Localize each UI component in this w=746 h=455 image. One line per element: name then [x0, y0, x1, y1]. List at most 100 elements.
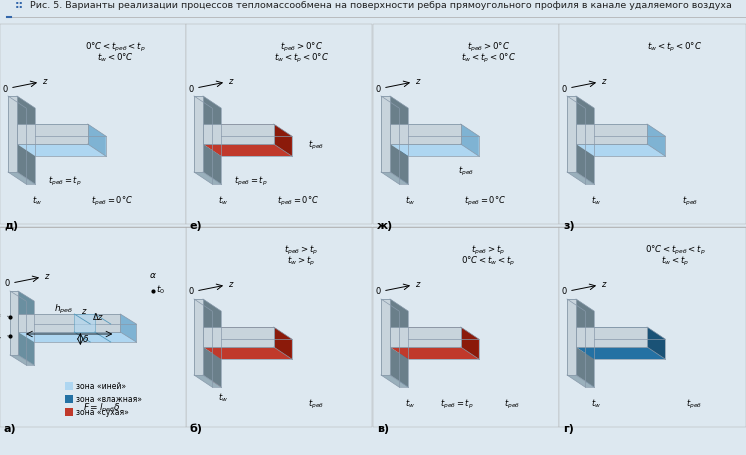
Polygon shape	[585, 109, 594, 185]
Polygon shape	[576, 327, 665, 339]
Text: $0°C < t_w < t_p$: $0°C < t_w < t_p$	[461, 254, 515, 267]
Text: $t_w < 0°C$: $t_w < 0°C$	[97, 51, 134, 64]
Polygon shape	[390, 125, 461, 145]
Bar	[65, 382, 73, 390]
Polygon shape	[26, 109, 35, 185]
Polygon shape	[203, 97, 221, 136]
Polygon shape	[390, 145, 408, 185]
Bar	[559, 25, 746, 224]
Polygon shape	[203, 125, 292, 136]
Polygon shape	[381, 97, 408, 109]
Polygon shape	[576, 125, 647, 145]
Text: α: α	[150, 271, 155, 280]
Text: 0: 0	[376, 287, 381, 296]
Polygon shape	[203, 327, 274, 347]
Text: z: z	[228, 280, 232, 289]
Polygon shape	[576, 145, 665, 157]
Bar	[65, 408, 73, 416]
Polygon shape	[390, 125, 479, 136]
Polygon shape	[567, 299, 594, 311]
Polygon shape	[203, 125, 274, 145]
Polygon shape	[120, 314, 137, 342]
Polygon shape	[390, 327, 461, 347]
Text: 0: 0	[189, 287, 194, 296]
Text: z: z	[601, 280, 605, 289]
Text: z: z	[228, 77, 232, 86]
Bar	[0, 228, 186, 427]
Polygon shape	[399, 109, 408, 185]
Text: 0: 0	[562, 287, 567, 296]
Text: 0: 0	[189, 84, 194, 93]
Text: $t_w$: $t_w$	[32, 194, 43, 207]
Polygon shape	[212, 311, 221, 387]
Text: $0°C < t_{реб} < t_p$: $0°C < t_{реб} < t_p$	[85, 40, 145, 53]
Text: ::: ::	[15, 0, 24, 10]
Bar	[186, 228, 372, 427]
Polygon shape	[390, 299, 408, 339]
Text: ж): ж)	[377, 221, 393, 231]
Polygon shape	[194, 299, 203, 375]
Polygon shape	[567, 375, 594, 387]
Text: $t_{реб} > 0°C$: $t_{реб} > 0°C$	[280, 40, 323, 53]
Polygon shape	[18, 291, 34, 324]
Polygon shape	[8, 172, 35, 185]
Polygon shape	[576, 125, 665, 136]
Polygon shape	[576, 97, 594, 136]
Polygon shape	[194, 299, 221, 311]
Text: δ: δ	[84, 335, 89, 344]
Polygon shape	[576, 327, 647, 347]
Text: зона «сухая»: зона «сухая»	[76, 408, 129, 417]
Polygon shape	[594, 339, 665, 359]
Text: $t_{реб}=t_p$: $t_{реб}=t_p$	[440, 397, 474, 410]
Text: а): а)	[4, 423, 16, 433]
Polygon shape	[18, 332, 137, 342]
Polygon shape	[576, 145, 594, 185]
Text: $t_w > t_p$: $t_w > t_p$	[287, 254, 316, 267]
Polygon shape	[576, 347, 594, 387]
Polygon shape	[34, 324, 137, 342]
Polygon shape	[647, 125, 665, 157]
Polygon shape	[390, 347, 479, 359]
Text: $t_0$: $t_0$	[156, 283, 166, 296]
Polygon shape	[18, 314, 120, 332]
Text: 0: 0	[376, 84, 381, 93]
Bar	[186, 25, 372, 224]
Polygon shape	[203, 347, 292, 359]
Bar	[373, 25, 559, 224]
Text: $z$: $z$	[81, 306, 88, 315]
Polygon shape	[647, 327, 665, 359]
Polygon shape	[17, 125, 106, 136]
Polygon shape	[17, 145, 106, 157]
Polygon shape	[381, 172, 408, 185]
Polygon shape	[8, 97, 17, 172]
Text: $t_{реб}=t_p$: $t_{реб}=t_p$	[48, 174, 82, 187]
Text: $h_{реб}$: $h_{реб}$	[54, 302, 74, 315]
Polygon shape	[408, 136, 479, 157]
Text: 0: 0	[562, 84, 567, 93]
Polygon shape	[88, 125, 106, 157]
Polygon shape	[399, 311, 408, 387]
Polygon shape	[10, 291, 34, 301]
Text: $t_w$: $t_w$	[592, 397, 601, 410]
Text: $t_{реб}$: $t_{реб}$	[504, 397, 521, 410]
Text: $t_{реб}=0°C$: $t_{реб}=0°C$	[463, 194, 506, 207]
Bar	[65, 395, 73, 403]
Polygon shape	[567, 97, 576, 172]
Text: 0: 0	[3, 84, 8, 93]
Text: $t_w < t_p$: $t_w < t_p$	[661, 254, 689, 267]
Polygon shape	[8, 97, 35, 109]
Text: $t_{реб}=0°C$: $t_{реб}=0°C$	[277, 194, 319, 207]
Polygon shape	[203, 145, 221, 185]
Polygon shape	[194, 172, 221, 185]
Polygon shape	[194, 97, 203, 172]
Polygon shape	[203, 347, 221, 387]
Polygon shape	[18, 332, 34, 365]
Text: $t_w$: $t_w$	[405, 397, 416, 410]
Text: е): е)	[190, 221, 203, 231]
Text: $t_{реб} > 0°C$: $t_{реб} > 0°C$	[467, 40, 510, 53]
Polygon shape	[10, 355, 34, 365]
Polygon shape	[17, 125, 88, 145]
Text: $t_w$: $t_w$	[218, 194, 228, 207]
Text: $t_{реб}$: $t_{реб}$	[686, 397, 702, 410]
Polygon shape	[390, 97, 408, 136]
